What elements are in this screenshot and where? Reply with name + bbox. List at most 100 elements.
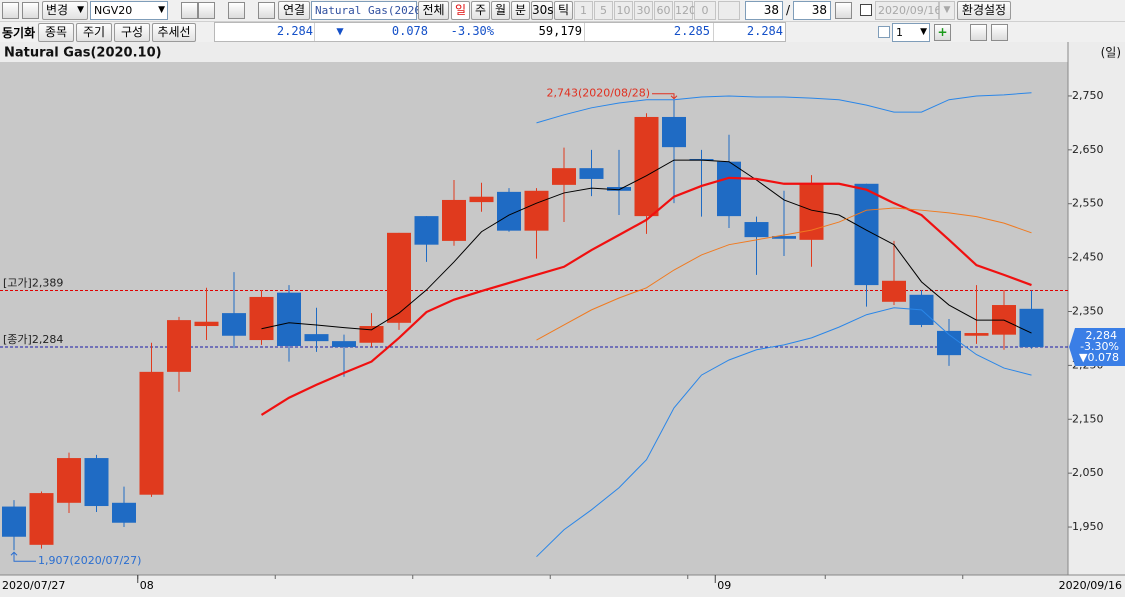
x-tick-label: 09	[717, 579, 731, 592]
change-select[interactable]: 변경 ▼	[42, 1, 88, 20]
reference-label: [종가]2,284	[3, 333, 63, 346]
spin-input: 0	[694, 1, 716, 20]
last-price: 2,284	[1086, 329, 1118, 342]
y-tick-label: 2,450	[1072, 251, 1104, 264]
candle-body	[194, 321, 219, 327]
candle-body	[717, 161, 741, 217]
f-icon[interactable]	[258, 2, 275, 19]
separator: /	[786, 3, 791, 17]
save-icon[interactable]	[22, 2, 39, 19]
candle-body	[29, 493, 54, 545]
chart-title: Natural Gas(2020.10)	[4, 46, 162, 61]
change: 0.078	[391, 24, 428, 38]
period-button[interactable]: 월	[491, 1, 510, 20]
candle-body	[112, 502, 136, 523]
all-button[interactable]: 전체	[418, 1, 449, 20]
candle-body	[662, 116, 686, 148]
candle-body	[84, 458, 109, 507]
screen-count: 1	[896, 26, 903, 39]
candle-body	[552, 168, 576, 185]
code-text: NGV20	[94, 4, 133, 17]
volume: 59,179	[538, 24, 582, 38]
name-input[interactable]: Natural Gas(2020	[311, 1, 421, 20]
indicator-line	[536, 307, 1032, 558]
candle-body	[2, 506, 26, 537]
candle-body	[772, 236, 796, 239]
y-tick-label: 2,550	[1072, 197, 1104, 210]
date-dropdown: ▼	[939, 1, 955, 20]
candle-body	[634, 116, 659, 217]
search-icon[interactable]	[181, 2, 198, 19]
add-icon[interactable]: +	[934, 24, 951, 41]
period-button[interactable]: 틱	[554, 1, 573, 20]
price: 2.284	[276, 24, 313, 38]
candle-body	[139, 371, 164, 495]
quote-panel	[214, 22, 786, 42]
low-marker-arrow	[10, 551, 36, 562]
date-checkbox[interactable]	[860, 4, 872, 16]
refresh-icon[interactable]	[991, 24, 1008, 41]
tab-button[interactable]: 주기	[76, 23, 112, 42]
period-button[interactable]: 주	[471, 1, 490, 20]
y-tick-label: 2,050	[1072, 466, 1104, 479]
candle-body	[469, 196, 494, 203]
candle-body	[387, 232, 411, 323]
change-arrow: ▼	[336, 24, 344, 38]
x-tick-label: 2020/07/27	[2, 579, 65, 592]
sync-label: 동기화	[2, 26, 36, 40]
interval-button: 30	[634, 1, 653, 20]
count-input[interactable]: 38	[745, 1, 783, 20]
y-tick-label: 2,650	[1072, 143, 1104, 156]
candle-body	[332, 341, 356, 348]
x-tick-label: 2020/09/16	[1059, 579, 1122, 592]
high-marker-label: 2,743(2020/08/28)	[547, 87, 650, 100]
candle-body	[1019, 308, 1044, 348]
print-icon[interactable]	[970, 24, 987, 41]
indicator-line	[260, 176, 1032, 416]
plot-area	[0, 62, 1068, 575]
period-button[interactable]: 일	[451, 1, 470, 20]
low-marker-label: 1,907(2020/07/27)	[38, 554, 141, 567]
candle-body	[414, 216, 439, 245]
y-tick-label: 2,350	[1072, 304, 1104, 317]
tab-button[interactable]: 구성	[114, 23, 150, 42]
total-input[interactable]: 38	[793, 1, 831, 20]
screen-select[interactable]: 1 ▼	[892, 23, 930, 42]
menu-icon[interactable]	[2, 2, 19, 19]
date-input: 2020/09/16	[875, 1, 941, 20]
m-icon[interactable]	[228, 2, 245, 19]
link-button[interactable]: 연결	[278, 1, 310, 20]
bid: 2.284	[746, 24, 783, 38]
reference-label: [고가]2,389	[3, 276, 63, 289]
indicator-line	[536, 207, 1032, 341]
interval-button: 1	[574, 1, 593, 20]
screen-checkbox[interactable]	[878, 26, 890, 38]
code-input[interactable]: NGV20 ▼	[90, 1, 168, 20]
candle-body	[57, 458, 81, 503]
last-price-box	[1069, 328, 1125, 367]
period-label: (일)	[1101, 46, 1121, 60]
period-button[interactable]: 30s	[531, 1, 554, 20]
tab-button[interactable]: 추세선	[152, 23, 196, 42]
cell-divider	[584, 23, 585, 41]
candle-body	[744, 222, 769, 238]
candle-body	[579, 168, 604, 179]
plot: 1,9502,0502,1502,2502,3502,4502,5502,650…	[0, 87, 1125, 592]
y-tick-label: 2,750	[1072, 89, 1104, 102]
cell-divider	[215, 23, 315, 41]
interval-button: 5	[594, 1, 613, 20]
x-tick-label: 08	[140, 579, 154, 592]
b-icon[interactable]	[198, 2, 215, 19]
settings-button[interactable]: 환경설정	[957, 1, 1011, 20]
period-button[interactable]: 분	[511, 1, 530, 20]
tab-button[interactable]: 종목	[38, 23, 74, 42]
chart: Natural Gas(2020.10) (일) 1,950 2,050 2,150…	[0, 42, 1125, 597]
change-pct: -3.30%	[450, 24, 494, 38]
reset-icon[interactable]	[835, 2, 852, 19]
candle-body	[167, 320, 191, 372]
interval-button: 120	[674, 1, 696, 20]
candle-body	[222, 313, 246, 336]
cell-divider	[713, 23, 714, 41]
candle-body	[607, 187, 631, 191]
